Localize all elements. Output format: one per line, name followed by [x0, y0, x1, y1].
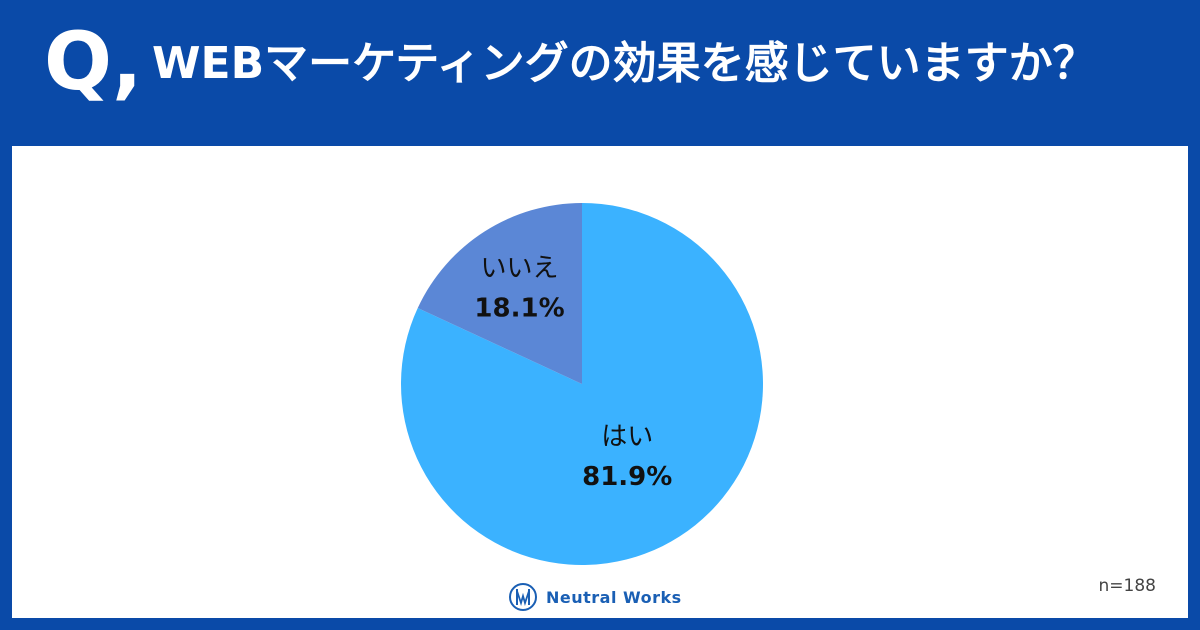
- pie-slice-no: [417, 203, 582, 384]
- slice-label-no: いいえ: [481, 253, 559, 283]
- neutral-works-logo-icon: [509, 583, 537, 611]
- brand-name: Neutral Works: [546, 587, 682, 607]
- pie-slice-yes: [401, 203, 764, 565]
- pie-chart: はい 81.9% いいえ 18.1%: [401, 203, 764, 565]
- chart-panel: はい 81.9% いいえ 18.1% Neutral Works n=188: [12, 146, 1188, 618]
- slice-value-no: 18.1%: [474, 293, 564, 323]
- q-mark: Q,: [44, 15, 143, 108]
- slice-value-yes: 81.9%: [582, 462, 672, 492]
- slice-label-yes: はい: [601, 422, 653, 452]
- header-bar: Q, WEBマーケティングの効果を感じていますか？: [0, 0, 1200, 134]
- brand-logo: Neutral Works: [508, 582, 682, 612]
- question-title: WEBマーケティングの効果を感じていますか？: [152, 38, 1097, 89]
- sample-size: n=188: [1098, 576, 1156, 596]
